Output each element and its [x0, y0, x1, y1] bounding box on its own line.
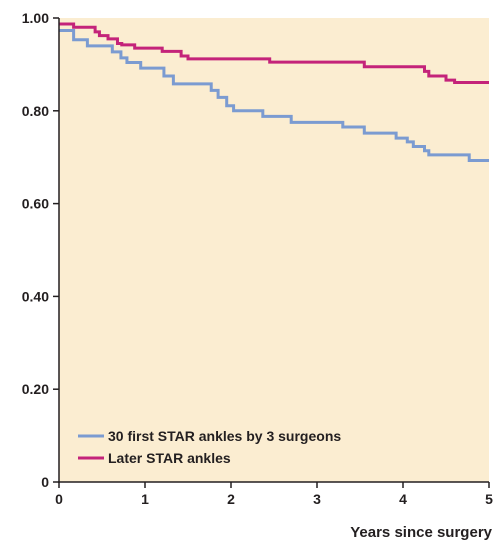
legend-label-1: Later STAR ankles	[108, 450, 231, 466]
y-tick-label-4: 0.80	[22, 103, 49, 119]
y-tick-label-1: 0.20	[22, 381, 49, 397]
ticks-layer: 0 0.20 0.40 0.60 0.80 1.00 0 1 2 3 4 5	[22, 10, 493, 507]
x-axis-title: Years since surgery	[350, 524, 492, 541]
x-tick-label-2: 2	[227, 491, 235, 507]
x-tick-label-1: 1	[141, 491, 149, 507]
series-line-0	[59, 29, 489, 162]
y-tick-label-0: 0	[41, 474, 49, 490]
y-tick-label-5: 1.00	[22, 10, 49, 26]
x-tick-label-4: 4	[399, 491, 407, 507]
axes-layer	[58, 18, 489, 483]
y-tick-label-3: 0.60	[22, 196, 49, 212]
x-tick-label-3: 3	[313, 491, 321, 507]
x-tick-label-0: 0	[55, 491, 63, 507]
y-tick-label-2: 0.40	[22, 288, 49, 304]
x-tick-label-5: 5	[485, 491, 493, 507]
series-layer	[59, 22, 489, 162]
series-line-1	[59, 22, 489, 84]
legend: 30 first STAR ankles by 3 surgeons Later …	[78, 428, 341, 466]
legend-label-0: 30 first STAR ankles by 3 surgeons	[108, 428, 341, 444]
plot-background	[59, 18, 489, 482]
